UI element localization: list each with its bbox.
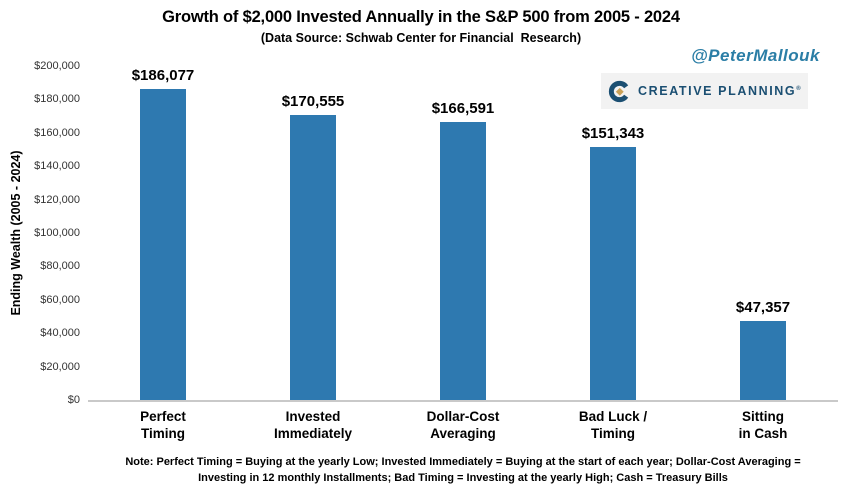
logo-wordmark: CREATIVE PLANNING® [638, 84, 803, 98]
y-tick-label: $40,000 [40, 327, 80, 340]
bar-slot: $170,555 [238, 66, 388, 400]
bar [290, 115, 336, 400]
x-axis-category-labels: Perfect Timing Invested Immediately Dollar… [88, 409, 838, 443]
plot-area: $186,077 $170,555 $166,591 $151,343 $47,357 [88, 66, 838, 402]
bar-slot: $186,077 [88, 66, 238, 400]
y-tick-label: $80,000 [40, 260, 80, 273]
creative-planning-logo: CREATIVE PLANNING® [601, 73, 808, 109]
twitter-handle: @PeterMallouk [691, 46, 820, 65]
bar-value-label: $186,077 [131, 67, 195, 85]
y-axis-ticks: $0 $20,000 $40,000 $60,000 $80,000 $100,000 $1… [0, 60, 80, 406]
y-tick-label: $140,000 [34, 160, 80, 173]
x-category-label: Invested Immediately [273, 409, 353, 441]
x-category-label: Bad Luck / Timing [578, 409, 648, 441]
bar [440, 121, 486, 400]
registered-mark: ® [796, 85, 803, 92]
bar [740, 320, 786, 400]
y-tick-label: $0 [67, 394, 80, 406]
bar-slot: $166,591 [388, 66, 538, 400]
x-category-label: Sitting in Cash [738, 409, 788, 441]
bar-value-label: $166,591 [431, 99, 495, 117]
chart-subtitle: (Data Source: Schwab Center for Financia… [260, 31, 582, 45]
y-tick-label: $60,000 [40, 293, 80, 306]
y-tick-label: $100,000 [34, 227, 80, 239]
bar-slot: $151,343 [538, 66, 688, 400]
bar [590, 147, 636, 400]
y-tick-label: $200,000 [34, 60, 80, 72]
bar-value-label: $151,343 [581, 125, 645, 143]
chart-title: Growth of $2,000 Invested Annually in th… [162, 8, 680, 26]
x-category-label: Dollar-Cost Averaging [426, 409, 500, 441]
y-tick-label: $160,000 [34, 126, 80, 139]
bar-value-label: $170,555 [281, 93, 345, 111]
footnote: Note: Perfect Timing = Buying at the yea… [125, 456, 801, 484]
bar-value-label: $47,357 [735, 298, 791, 316]
y-tick-label: $180,000 [34, 93, 80, 106]
x-category-label: Perfect Timing [140, 409, 186, 441]
bar-slot: $47,357 [688, 66, 838, 400]
y-tick-label: $120,000 [34, 193, 80, 206]
creative-planning-logo-icon [608, 80, 629, 102]
y-tick-label: $20,000 [40, 360, 80, 373]
bar [140, 89, 186, 400]
